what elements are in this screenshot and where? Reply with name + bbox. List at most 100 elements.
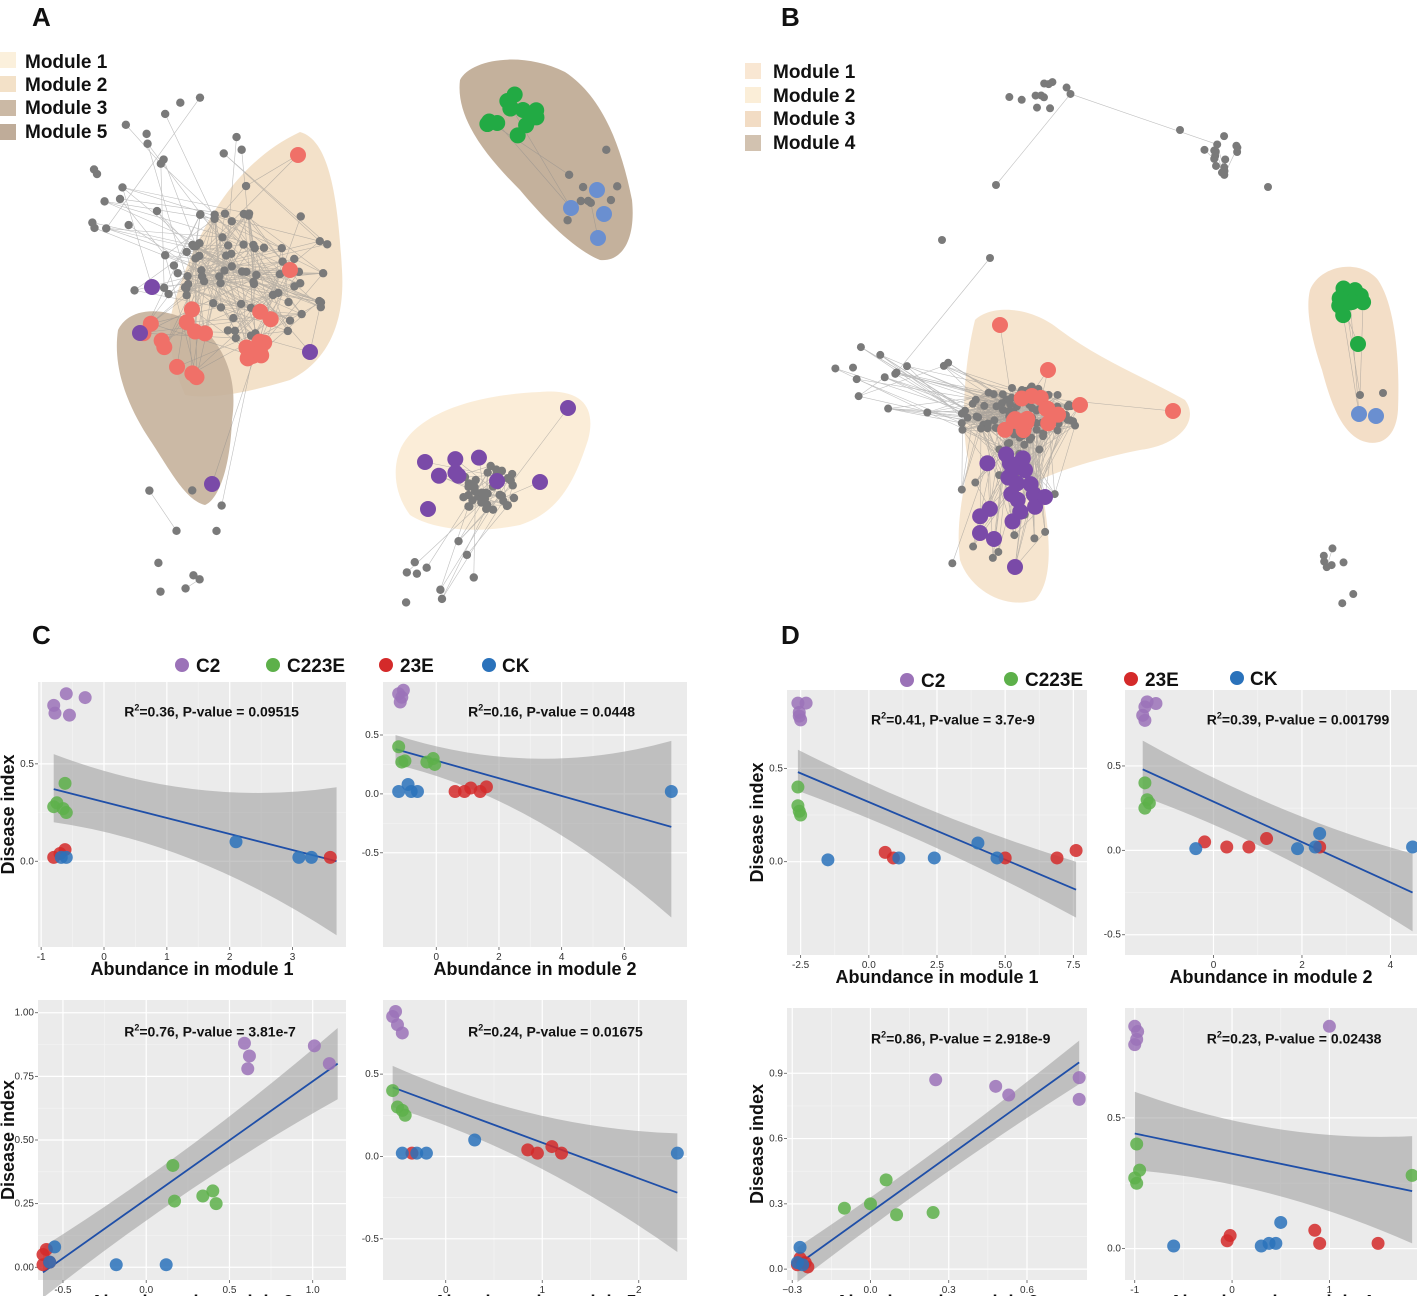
network-b-node	[1071, 421, 1080, 430]
network-a-node	[241, 181, 251, 191]
network-b-node	[1350, 336, 1366, 352]
network-a-edge	[223, 153, 328, 245]
scatter-plot-c2: 0 2 4 6-0.50.00.5R2=0.16, P-value = 0.0448A…	[362, 682, 687, 979]
network-a-edge	[441, 500, 504, 600]
scatter-plots: -1 0 1 2 30.00.5R2=0.36, P-value = 0.09515Ab…	[0, 682, 1417, 1296]
network-a-node	[249, 277, 258, 287]
network-a-node	[586, 198, 596, 208]
network-b-node	[1356, 391, 1364, 399]
data-point-c2	[1128, 1038, 1142, 1052]
network-a-node	[132, 325, 148, 341]
y-tick-label: -0.5	[362, 1234, 380, 1245]
network-a-node	[229, 313, 238, 323]
network-a-edge	[245, 154, 299, 187]
y-tick-label: 0.5	[1107, 1113, 1121, 1124]
network-a-edge	[253, 281, 320, 302]
network-b-node	[938, 236, 946, 244]
network-b-edge	[1070, 93, 1218, 145]
network-a-node	[216, 278, 225, 288]
network-a-node	[172, 526, 181, 535]
x-tick-label: 0	[433, 952, 439, 963]
network-a-node	[143, 139, 152, 148]
network-a-node	[252, 270, 261, 280]
y-tick-label: 0.5	[365, 1069, 379, 1080]
network-b-node	[986, 531, 1002, 547]
x-tick-label: 0.6	[1020, 1285, 1034, 1296]
confidence-band	[395, 735, 672, 918]
annotation-p-value: P-value = 0.02438	[1265, 1030, 1382, 1046]
network-a-node	[244, 211, 253, 220]
annotation-r2-value: =0.76,	[139, 1023, 182, 1039]
annotation-r2-value: =0.86,	[886, 1030, 929, 1046]
network-b-node	[1319, 551, 1328, 560]
annotation-text: R2=0.76, P-value = 3.81e-7	[124, 1022, 296, 1039]
network-a-node	[602, 145, 611, 154]
network-a-node	[231, 333, 240, 343]
network-b-edge	[896, 257, 991, 373]
network-a-edge	[106, 228, 196, 259]
network-a-edge	[104, 201, 200, 244]
network-b-edge	[927, 392, 989, 413]
x-tick-label: -1	[1130, 1285, 1139, 1296]
network-a-node	[483, 468, 492, 477]
data-point-ck	[395, 1146, 409, 1160]
network-a-edge	[486, 481, 541, 505]
network-b-edge	[888, 408, 962, 424]
y-tick-label: 0.0	[769, 1264, 783, 1275]
annotation-r2-value: =0.16,	[483, 703, 526, 719]
network-b-node	[974, 413, 983, 422]
network-a-node	[410, 557, 419, 567]
network-a-edge	[125, 124, 162, 164]
y-tick-label: 0.5	[769, 763, 783, 774]
network-b-edges	[835, 93, 1364, 568]
network-b-node	[1046, 104, 1055, 113]
network-a-node	[613, 182, 622, 191]
network-b-node	[1013, 390, 1030, 407]
legend-swatch-b-4	[745, 135, 761, 151]
network-a-edge	[440, 506, 469, 590]
network-b-edge	[961, 429, 963, 490]
data-point-ck	[664, 785, 678, 799]
network-b-node	[1035, 445, 1044, 454]
legend-swatch-a-1	[0, 52, 16, 68]
network-a-node	[220, 209, 230, 218]
scatter-plot-c4: 012-0.50.00.5R2=0.24, P-value = 0.01675A…	[362, 1000, 687, 1296]
network-b-node	[957, 485, 966, 494]
annotation-r-label: R	[124, 1023, 134, 1039]
network-a-edge	[250, 244, 254, 308]
x-tick-label: 6	[622, 952, 628, 963]
network-a-node	[223, 326, 233, 335]
network-a-edge	[122, 187, 193, 246]
annotation-r2-value: =0.36,	[139, 703, 182, 719]
network-a-node	[197, 272, 207, 281]
data-point-ck	[1308, 840, 1322, 854]
annotation-text: R2=0.23, P-value = 0.02438	[1207, 1029, 1382, 1046]
x-tick-label: 0	[1229, 1285, 1235, 1296]
data-point-ck	[410, 1146, 424, 1160]
network-b-node	[998, 446, 1015, 463]
data-point-c223e	[420, 755, 434, 769]
network-a-node	[563, 200, 579, 216]
network-a-node	[297, 309, 306, 319]
network-b-node	[854, 392, 863, 401]
network-a-edge	[193, 185, 247, 247]
annotation-text: R2=0.16, P-value = 0.0448	[468, 702, 635, 719]
network-a-node	[188, 240, 197, 250]
network-a-node	[450, 467, 467, 484]
legend-label-b-4: Module 4	[773, 133, 856, 154]
x-axis-label: Abundance in module 3	[835, 1292, 1038, 1296]
network-a-node	[239, 240, 248, 249]
x-tick-label: 2.5	[930, 960, 944, 971]
network-a-node	[462, 550, 472, 560]
network-a-node	[465, 502, 474, 511]
network-a-node	[290, 282, 299, 291]
network-a-edge	[163, 159, 197, 247]
network-a-edge	[192, 311, 261, 374]
data-point-c2	[393, 695, 407, 709]
data-point-23e	[1198, 835, 1212, 849]
network-a-edge	[223, 153, 321, 242]
network-a-node	[479, 116, 496, 133]
network-a-edge	[507, 100, 572, 209]
data-point-c2	[989, 1079, 1003, 1093]
